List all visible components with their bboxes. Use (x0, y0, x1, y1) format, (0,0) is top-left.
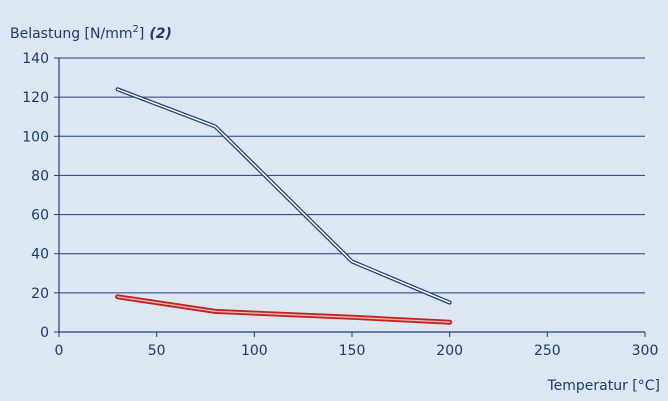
y-axis-title-superscript: 2 (132, 24, 138, 35)
tick-labels: 0 20 40 60 80 100 120 140 0 50 100 150 200 250 300 (22, 51, 658, 359)
y-tick-label-20: 20 (31, 286, 49, 302)
y-tick-label-120: 120 (22, 90, 49, 106)
y-tick-label-140: 140 (22, 51, 49, 67)
x-tick-label-300: 300 (632, 343, 659, 359)
series-lines (115, 87, 453, 325)
series-2-line (115, 294, 453, 325)
grid-lines (59, 57, 645, 294)
series-1-line (115, 87, 452, 305)
y-tick-label-100: 100 (22, 129, 49, 145)
y-tick-label-40: 40 (31, 247, 49, 263)
x-tick-label-50: 50 (148, 343, 166, 359)
y-tick-label-60: 60 (31, 208, 49, 224)
x-axis-title: Temperatur [°C] (546, 378, 660, 394)
y-axis-title: Belastung [N/mm2] (2) (10, 24, 172, 42)
series-1-line-inner (116, 88, 451, 304)
series-1 (115, 87, 452, 305)
x-tick-label-200: 200 (436, 343, 463, 359)
x-tick-label-0: 0 (55, 343, 64, 359)
y-tick-label-80: 80 (31, 168, 49, 184)
series-2 (115, 294, 453, 325)
series-2-line-inner (116, 296, 451, 323)
axes (54, 57, 646, 337)
x-tick-label-150: 150 (339, 343, 366, 359)
x-tick-label-250: 250 (534, 343, 561, 359)
x-tick-label-100: 100 (241, 343, 268, 359)
y-tick-label-0: 0 (40, 325, 49, 341)
